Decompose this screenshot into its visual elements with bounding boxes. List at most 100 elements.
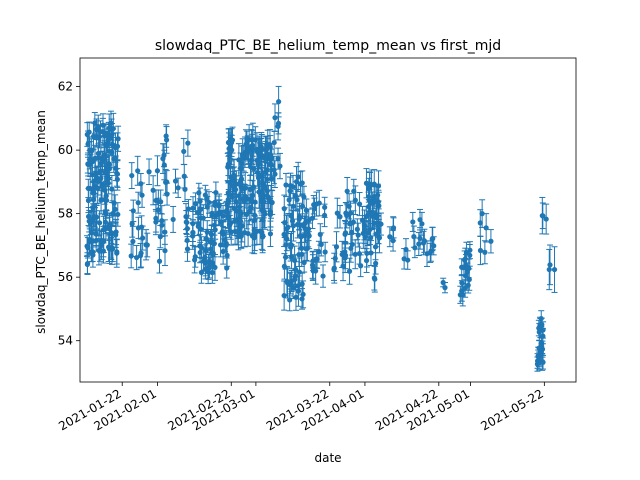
data-point <box>368 250 374 256</box>
data-point <box>275 156 281 162</box>
data-point <box>479 211 485 217</box>
data-point <box>342 230 349 236</box>
data-point <box>111 200 117 206</box>
data-point <box>240 152 246 158</box>
data-point <box>85 197 92 204</box>
data-point <box>113 232 119 238</box>
data-point <box>210 250 216 256</box>
data-point <box>275 120 282 127</box>
data-point <box>342 252 349 259</box>
data-point <box>285 224 291 230</box>
data-point <box>430 235 436 242</box>
data-point <box>272 171 278 177</box>
data-point <box>348 245 354 251</box>
data-point <box>164 191 170 197</box>
data-point <box>85 245 91 251</box>
data-cluster <box>253 129 276 254</box>
data-point <box>272 115 278 121</box>
data-point <box>419 221 425 227</box>
data-point <box>539 213 545 219</box>
data-point <box>346 268 353 274</box>
data-cluster <box>361 168 384 293</box>
data-point <box>251 166 257 172</box>
data-point <box>224 265 230 271</box>
data-point <box>115 136 121 142</box>
data-point <box>271 139 277 146</box>
data-point <box>218 219 224 225</box>
y-tick-label: 56 <box>58 270 73 284</box>
data-point <box>90 133 97 140</box>
data-point <box>417 217 423 223</box>
data-point <box>546 266 552 273</box>
data-point <box>90 205 96 211</box>
data-point <box>292 257 298 264</box>
data-point <box>299 203 306 209</box>
data-point <box>222 236 228 243</box>
data-marks <box>84 85 558 372</box>
data-point <box>154 168 161 174</box>
data-point <box>185 206 192 212</box>
data-point <box>231 173 237 179</box>
data-cluster <box>330 177 368 285</box>
data-point <box>295 174 301 180</box>
data-point <box>332 255 338 262</box>
data-point <box>401 256 407 262</box>
data-point <box>195 223 201 229</box>
data-point <box>195 209 201 216</box>
data-point <box>102 155 108 161</box>
data-point <box>192 257 198 263</box>
data-cluster <box>128 155 160 271</box>
data-cluster <box>386 208 437 270</box>
data-point <box>129 172 135 179</box>
data-point <box>267 231 274 237</box>
data-point <box>322 204 328 210</box>
data-point <box>347 210 354 216</box>
data-point <box>352 251 358 257</box>
data-cluster <box>94 110 122 268</box>
data-point <box>160 155 166 162</box>
data-point <box>547 262 553 268</box>
x-axis-label: date <box>314 451 341 465</box>
data-point <box>109 186 115 192</box>
data-point <box>245 230 251 237</box>
data-point <box>306 233 312 239</box>
data-cluster <box>534 310 547 372</box>
data-point <box>296 269 303 275</box>
data-cluster <box>224 122 259 255</box>
data-point <box>488 238 494 244</box>
data-point <box>208 231 215 238</box>
data-point <box>320 273 326 279</box>
data-point <box>313 201 320 207</box>
data-point <box>89 219 95 225</box>
data-point <box>477 247 484 254</box>
data-point <box>412 245 418 251</box>
data-point <box>198 206 204 212</box>
data-point <box>175 185 181 191</box>
data-point <box>107 135 113 142</box>
data-point <box>311 206 318 212</box>
data-point <box>181 148 187 155</box>
data-point <box>299 281 305 287</box>
data-point <box>130 208 136 214</box>
data-point <box>242 193 248 199</box>
data-point <box>354 226 360 232</box>
data-point <box>206 199 212 206</box>
data-point <box>334 210 340 216</box>
data-point <box>84 260 91 267</box>
data-point <box>114 249 120 255</box>
data-point <box>115 211 121 218</box>
data-point <box>276 99 282 105</box>
data-point <box>237 196 244 202</box>
data-point <box>300 291 306 297</box>
data-point <box>264 193 270 199</box>
data-point <box>462 256 468 262</box>
data-point <box>114 176 120 182</box>
data-cluster <box>539 196 550 235</box>
data-point <box>98 160 104 166</box>
data-point <box>258 193 264 199</box>
data-point <box>317 231 323 238</box>
data-point <box>254 169 261 176</box>
data-point <box>172 178 179 184</box>
data-point <box>146 169 152 175</box>
data-point <box>375 223 381 229</box>
